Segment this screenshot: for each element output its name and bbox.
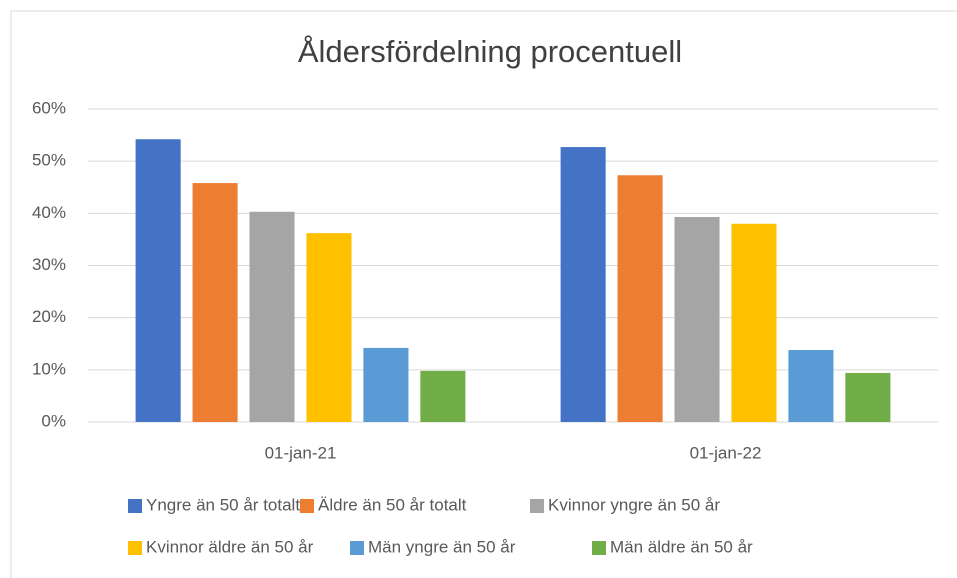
- legend-label: Män äldre än 50 år: [610, 537, 753, 556]
- bar: [845, 372, 891, 422]
- bar: [249, 211, 295, 422]
- bar: [135, 139, 181, 423]
- y-tick-label: 30%: [32, 255, 66, 274]
- legend-swatch: [530, 499, 544, 513]
- legend-label: Män yngre än 50 år: [368, 537, 516, 556]
- y-tick-label: 10%: [32, 359, 66, 378]
- legend-swatch: [592, 541, 606, 555]
- chart-title: Åldersfördelning procentuell: [298, 34, 682, 69]
- legend-swatch: [350, 541, 364, 555]
- legend-swatch: [128, 541, 142, 555]
- legend-label: Yngre än 50 år totalt: [146, 495, 300, 514]
- y-tick-label: 20%: [32, 307, 66, 326]
- legend-swatch: [128, 499, 142, 513]
- bar: [788, 350, 834, 422]
- y-tick-label: 40%: [32, 203, 66, 222]
- bar: [731, 223, 777, 422]
- legend-label: Kvinnor äldre än 50 år: [146, 537, 314, 556]
- bar: [363, 347, 409, 422]
- bar: [617, 175, 663, 422]
- bar: [560, 147, 606, 422]
- bar: [192, 183, 238, 422]
- bar: [674, 216, 720, 422]
- x-tick-label: 01-jan-22: [690, 443, 762, 462]
- bar: [306, 233, 352, 422]
- y-tick-label: 50%: [32, 151, 66, 170]
- legend-label: Kvinnor yngre än 50 år: [548, 495, 720, 514]
- legend-swatch: [300, 499, 314, 513]
- legend-label: Äldre än 50 år totalt: [318, 495, 467, 514]
- x-tick-label: 01-jan-21: [265, 443, 337, 462]
- y-tick-label: 0%: [41, 411, 66, 430]
- y-tick-label: 60%: [32, 98, 66, 117]
- bar: [420, 370, 466, 422]
